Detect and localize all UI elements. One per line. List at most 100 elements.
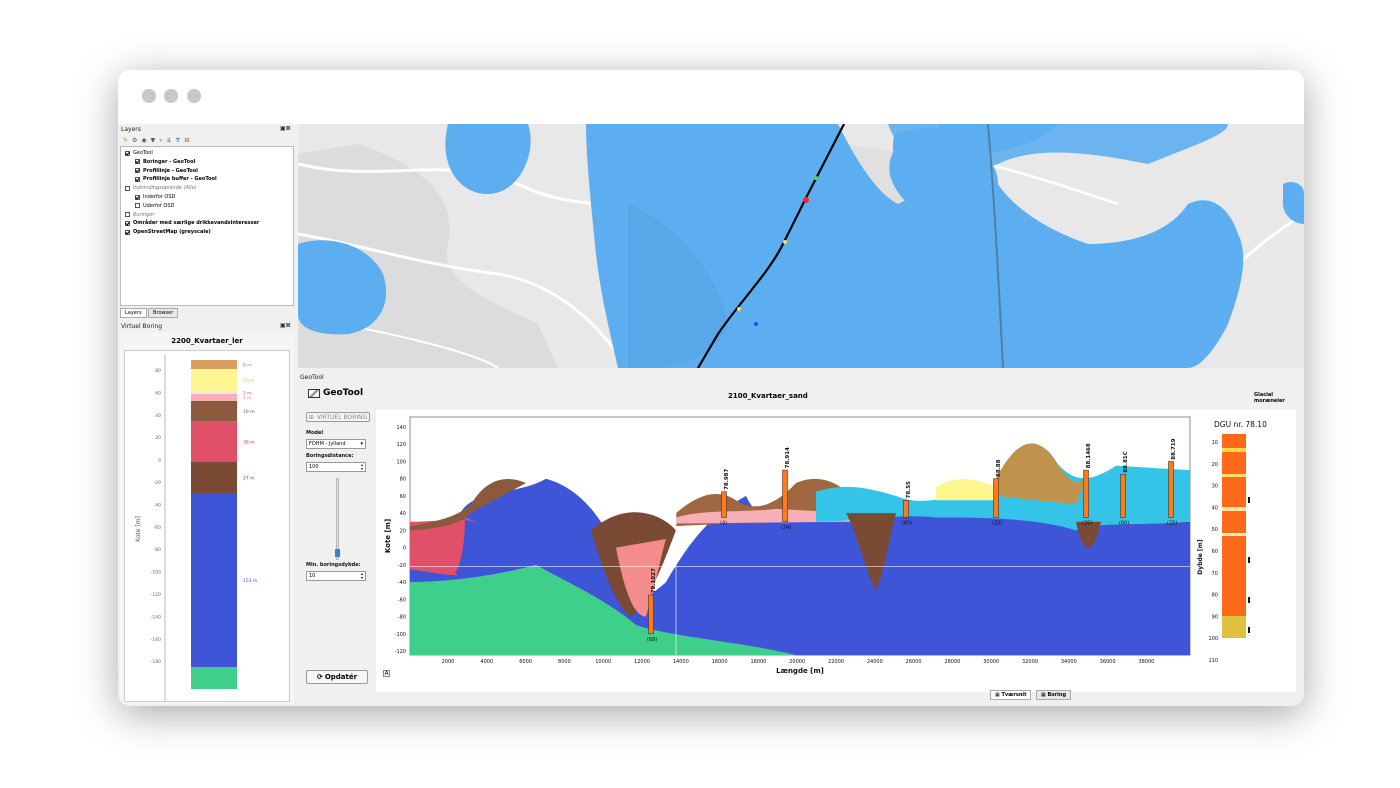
min-dybde-input[interactable]: 10 ▴ ▾ bbox=[306, 571, 366, 581]
title-bar bbox=[118, 70, 1304, 124]
panel-float-close-icon[interactable]: ▣⊠ bbox=[280, 322, 291, 329]
dgu-sample-marker bbox=[1248, 597, 1250, 603]
y-tick-label: 120 bbox=[396, 442, 406, 448]
remove-layer-icon[interactable]: ⊟ bbox=[184, 136, 190, 144]
layer-checkbox[interactable] bbox=[125, 229, 130, 235]
profile-chart-area[interactable]: 78.1027 (68) 78.987 (4) 78.914 (24) 78.55 (65) 8… bbox=[376, 410, 1296, 692]
borehole-column bbox=[721, 491, 727, 518]
y-tick-label: -100 bbox=[395, 632, 406, 638]
layer-checkbox[interactable] bbox=[125, 212, 130, 218]
boringsdistance-input[interactable]: 100 ▴ ▾ bbox=[306, 462, 366, 472]
layer-checkbox[interactable] bbox=[135, 203, 140, 209]
y-tick-label: 60 bbox=[155, 390, 161, 396]
map-canvas[interactable]: · bbox=[298, 124, 1304, 368]
dgu-layer bbox=[1222, 448, 1246, 452]
geotool-brand-label: GeoTool bbox=[323, 388, 364, 398]
y-tick-label: -60 bbox=[154, 525, 161, 531]
layer-checkbox[interactable] bbox=[125, 220, 130, 226]
layer-thickness-label: 4 m bbox=[243, 396, 252, 402]
manage-icon[interactable]: ⚙ bbox=[132, 136, 138, 144]
y-tick-label: -80 bbox=[154, 547, 161, 553]
layer-item[interactable]: Boringer - GeoTool bbox=[135, 159, 195, 165]
update-button[interactable]: ⟳ Opdatér bbox=[306, 670, 368, 684]
paint-icon[interactable]: ✎ bbox=[123, 136, 129, 144]
tab-tvaersnit-label: Tværsnit bbox=[1001, 692, 1027, 698]
layer-checkbox[interactable] bbox=[125, 150, 130, 156]
layer-item[interactable]: GeoTool bbox=[125, 150, 153, 156]
model-select[interactable]: FOHM - Jylland ▾ bbox=[306, 439, 366, 449]
dgu-tick-label: 40 bbox=[1212, 505, 1218, 511]
tab-boring[interactable]: ▦ Boring bbox=[1036, 690, 1072, 700]
zoom-dot-icon[interactable] bbox=[187, 89, 201, 103]
y-tick-label: 40 bbox=[400, 511, 406, 517]
panel-float-close-icon[interactable]: ▣⊠ bbox=[280, 125, 291, 132]
slider-handle[interactable] bbox=[335, 549, 340, 557]
x-tick-label: 22000 bbox=[828, 659, 844, 665]
borehole-column bbox=[993, 478, 999, 518]
profile-svg[interactable]: 78.1027 (68) 78.987 (4) 78.914 (24) 78.55 (65) 8… bbox=[376, 410, 1296, 692]
filter-legend-icon[interactable]: ▾ bbox=[159, 136, 163, 144]
blue-layer bbox=[410, 478, 1190, 656]
x-tick-label: 38000 bbox=[1138, 659, 1154, 665]
layer-checkbox[interactable] bbox=[135, 168, 140, 174]
layer-checkbox[interactable] bbox=[125, 185, 130, 191]
layer-item[interactable]: Boringer bbox=[125, 212, 154, 218]
borehole-depth-label: (25) bbox=[1167, 520, 1177, 526]
virtuel-boring-heading: 2200_Kvartaer_ler bbox=[171, 337, 243, 345]
pink-band bbox=[676, 508, 856, 524]
virtuel-boring-button[interactable]: ⊞ VIRTUEL BORING bbox=[306, 412, 370, 422]
layer-item[interactable]: Uderfor OSD bbox=[135, 203, 174, 209]
dgu-tick-label: 90 bbox=[1212, 614, 1218, 620]
boring-layer bbox=[191, 462, 237, 493]
distance-slider[interactable] bbox=[335, 478, 340, 560]
tab-layers[interactable]: Layers bbox=[120, 308, 147, 318]
x-tick-label: 26000 bbox=[906, 659, 922, 665]
minimize-dot-icon[interactable] bbox=[164, 89, 178, 103]
layer-item[interactable]: Områder med særlige drikkevandsinteresse… bbox=[125, 220, 259, 226]
close-dot-icon[interactable] bbox=[142, 89, 156, 103]
filter-icon[interactable]: ▼ bbox=[150, 136, 156, 144]
borehole-column bbox=[1083, 469, 1089, 518]
borehole-depth-label: (4) bbox=[720, 520, 727, 526]
app-window: Layers ▣⊠ ✎ ⚙ ◉ ▼ ▾ ⇊ ⇈ ⊟ GeoTool Boringe… bbox=[118, 70, 1304, 706]
layer-checkbox[interactable] bbox=[135, 176, 140, 182]
expand-all-icon[interactable]: ⇊ bbox=[166, 136, 172, 144]
x-tick-label: 8000 bbox=[558, 659, 571, 665]
virtuel-boring-svg: Kote [m] 80 60 40 20 0 -20 -40 -60 -80 -100 -120 -14… bbox=[135, 355, 257, 701]
profile-title: 2100_Kvartaer_sand bbox=[728, 392, 808, 400]
borehole-depth-label: (25) bbox=[1082, 520, 1092, 526]
eye-icon[interactable]: ◉ bbox=[141, 136, 147, 144]
zoom-reset-icon[interactable]: A bbox=[383, 670, 390, 677]
x-tick-label: 34000 bbox=[1061, 659, 1077, 665]
spinner-icon[interactable]: ▴ ▾ bbox=[360, 571, 363, 580]
y-tick-label: 40 bbox=[155, 413, 161, 419]
dgu-tick-label: 80 bbox=[1212, 593, 1218, 599]
spinner-icon[interactable]: ▴ ▾ bbox=[360, 462, 363, 471]
tab-tvaersnit[interactable]: ▦ Tværsnit bbox=[990, 690, 1032, 700]
map-svg[interactable]: · bbox=[298, 124, 1304, 368]
layer-label: Profillinje buffer - GeoTool bbox=[143, 176, 217, 183]
layer-item[interactable]: Inderfor OSD bbox=[135, 194, 175, 200]
layers-tree: GeoTool Boringer - GeoTool Profillinje - G… bbox=[120, 146, 294, 306]
layer-label: Indvindingsoplande (Alle) bbox=[133, 185, 197, 192]
cyan-layer bbox=[816, 446, 1190, 531]
collapse-all-icon[interactable]: ⇈ bbox=[175, 136, 181, 144]
borehole-column bbox=[648, 594, 654, 635]
model-select-value: FOHM - Jylland bbox=[309, 441, 346, 447]
boring-layer bbox=[191, 493, 237, 667]
legend-right-label: Glacial moræneler bbox=[1254, 392, 1285, 404]
x-tick-label: 6000 bbox=[519, 659, 532, 665]
layer-label: Områder med særlige drikkevandsinteresse… bbox=[133, 220, 260, 227]
dgu-tick-label: 70 bbox=[1212, 571, 1218, 577]
layer-checkbox[interactable] bbox=[135, 159, 140, 165]
layer-item[interactable]: Indvindingsoplande (Alle) bbox=[125, 185, 197, 191]
layer-item[interactable]: Profillinje - GeoTool bbox=[135, 168, 198, 174]
dgu-sample-marker bbox=[1248, 627, 1250, 633]
min-dybde-label: Min. boringsdybde: bbox=[306, 562, 361, 568]
drinking-water-area bbox=[586, 124, 1244, 368]
layer-item[interactable]: Profillinje buffer - GeoTool bbox=[135, 176, 217, 182]
x-tick-label: 32000 bbox=[1022, 659, 1038, 665]
layer-item[interactable]: OpenStreetMap (greyscale) bbox=[125, 229, 211, 235]
layer-checkbox[interactable] bbox=[135, 194, 140, 200]
tab-browser[interactable]: Browser bbox=[148, 308, 179, 318]
